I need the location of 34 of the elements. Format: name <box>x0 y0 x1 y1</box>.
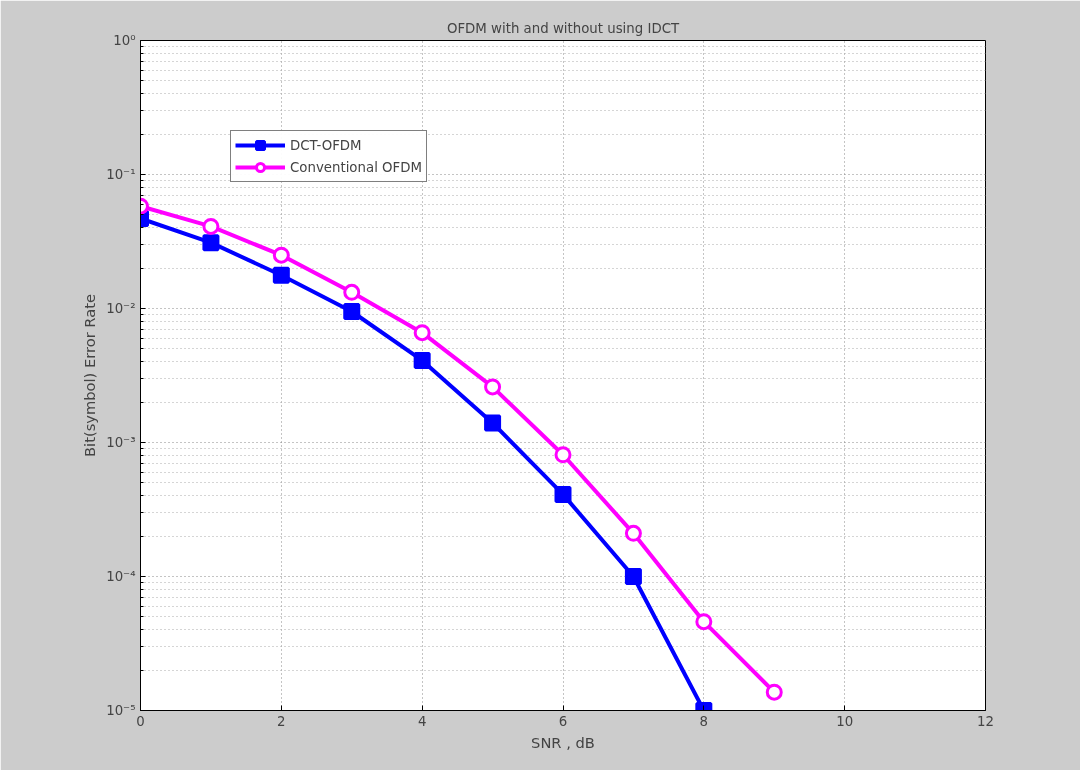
chart-title: OFDM with and without using IDCT <box>446 20 680 36</box>
point <box>484 378 502 396</box>
point <box>554 446 572 464</box>
x-tick-label: 6 <box>558 713 568 729</box>
point <box>343 302 361 320</box>
point <box>624 568 642 585</box>
x-tick-label: 4 <box>417 713 427 729</box>
y-tick-label: 10⁻⁴ <box>106 569 136 584</box>
point <box>272 266 290 284</box>
x-tick-label: 8 <box>699 713 709 729</box>
point <box>343 283 361 301</box>
legend-label: DCT-OFDM <box>290 137 362 153</box>
y-axis-title: Bit(symbol) Error Rate <box>81 294 99 457</box>
x-tick-label: 2 <box>277 713 286 729</box>
point <box>272 246 290 264</box>
y-tick-label: 10⁻¹ <box>106 167 136 182</box>
point <box>413 324 431 342</box>
point <box>624 524 642 542</box>
point <box>202 234 220 252</box>
x-tick-label: 0 <box>136 713 145 729</box>
y-tick-label: 10⁻² <box>106 301 136 316</box>
x-tick-label: 10 <box>836 713 854 729</box>
y-tick-label: 10⁻⁵ <box>106 703 136 718</box>
y-tick-label: 10⁰ <box>113 33 136 48</box>
y-tick-label: 10⁻³ <box>106 435 136 450</box>
x-axis-title: SNR , dB <box>531 733 595 751</box>
point <box>554 485 572 503</box>
point <box>765 683 783 701</box>
point <box>484 414 502 432</box>
point <box>695 613 713 631</box>
x-tick-label: 12 <box>977 713 994 729</box>
point <box>202 217 220 235</box>
legend-label: Conventional OFDM <box>290 159 422 175</box>
point <box>413 351 431 369</box>
